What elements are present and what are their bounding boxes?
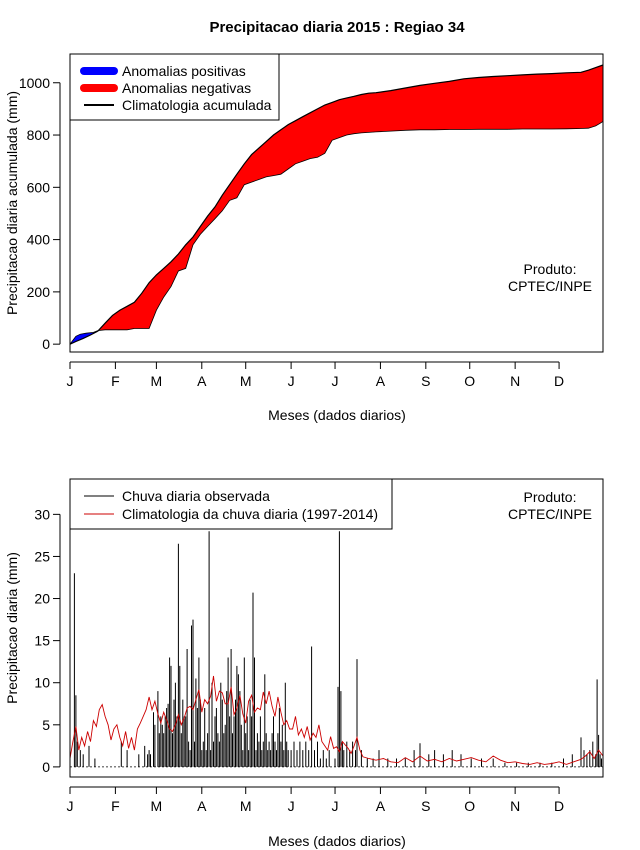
x-tick-label: S	[421, 798, 430, 814]
y-tick-label: 0	[42, 759, 50, 775]
x-tick-label: M	[151, 798, 163, 814]
daily-climatology-line-group	[69, 675, 604, 765]
x-tick-label: O	[464, 373, 475, 389]
daily-y-axis-label: Precipitacao diaria (mm)	[4, 552, 20, 704]
y-tick-label: 30	[34, 506, 50, 522]
legend-label-climatology: Climatologia acumulada	[122, 97, 272, 113]
x-tick-label: M	[151, 373, 163, 389]
chart-title: Precipitacao diaria 2015 : Regiao 34	[209, 19, 465, 36]
legend-label-observed: Chuva diaria observada	[122, 488, 270, 504]
cumulative-panel: J F M A M J J A S O N D 0 200 400 600 800 1000 Meses (da…	[4, 53, 604, 423]
daily-y-axis: 0 5 10 15 20 25 30	[34, 506, 61, 775]
daily-x-axis-label: Meses (dados diarios)	[268, 833, 406, 849]
cumulative-annotation-line1: Produto:	[524, 261, 577, 277]
cumulative-lines	[69, 64, 604, 345]
observed-rain-bars	[70, 531, 603, 768]
y-tick-label: 1000	[19, 75, 50, 91]
y-tick-label: 400	[27, 232, 51, 248]
x-tick-label: J	[288, 798, 295, 814]
x-tick-label: M	[240, 798, 252, 814]
x-tick-label: J	[67, 373, 74, 389]
y-tick-label: 200	[27, 284, 51, 300]
x-tick-label: A	[376, 373, 386, 389]
daily-climatology-line	[69, 675, 604, 765]
observed-cumulative-line	[69, 121, 604, 345]
cumulative-x-axis-label: Meses (dados diarios)	[268, 407, 406, 423]
y-tick-label: 5	[42, 717, 50, 733]
x-tick-label: S	[421, 373, 430, 389]
y-tick-label: 15	[34, 633, 50, 649]
y-tick-label: 800	[27, 127, 51, 143]
daily-annotation-line1: Produto:	[524, 489, 577, 505]
legend-label-positive: Anomalias positivas	[122, 63, 246, 79]
x-tick-label: D	[554, 373, 564, 389]
x-tick-label: D	[554, 798, 564, 814]
cumulative-y-axis: 0 200 400 600 800 1000	[19, 75, 61, 352]
x-tick-label: A	[376, 798, 386, 814]
x-tick-label: F	[111, 373, 120, 389]
x-tick-label: J	[288, 373, 295, 389]
x-tick-label: J	[67, 798, 74, 814]
daily-legend: Chuva diaria observada Climatologia da c…	[69, 478, 393, 530]
y-tick-label: 10	[34, 675, 50, 691]
legend-label-daily-climatology: Climatologia da chuva diaria (1997-2014)	[122, 506, 378, 522]
x-tick-label: F	[111, 798, 120, 814]
x-tick-label: O	[464, 798, 475, 814]
x-tick-label: N	[510, 798, 520, 814]
x-tick-label: J	[332, 798, 339, 814]
x-tick-label: A	[197, 373, 207, 389]
x-tick-label: M	[240, 373, 252, 389]
x-tick-label: A	[197, 798, 207, 814]
cumulative-annotation-line2: CPTEC/INPE	[508, 278, 592, 294]
y-tick-label: 20	[34, 591, 50, 607]
negative-anomaly-area-1	[99, 65, 604, 331]
y-tick-label: 0	[42, 336, 50, 352]
cumulative-y-axis-label: Precipitacao diaria acumulada (mm)	[4, 91, 20, 315]
daily-annotation-line2: CPTEC/INPE	[508, 506, 592, 522]
daily-panel: J F M A M J J A S O N D 0 5 10 15 20 25 30 Meses (dados d…	[4, 478, 604, 849]
y-tick-label: 600	[27, 179, 51, 195]
legend-label-negative: Anomalias negativas	[122, 80, 251, 96]
cumulative-plot-frame	[69, 53, 604, 353]
y-tick-label: 25	[34, 548, 50, 564]
x-tick-label: J	[332, 373, 339, 389]
x-tick-label: N	[510, 373, 520, 389]
cumulative-legend: Anomalias positivas Anomalias negativas …	[69, 53, 280, 121]
climatology-cumulative-line	[69, 64, 604, 345]
daily-legend-box	[69, 478, 393, 530]
